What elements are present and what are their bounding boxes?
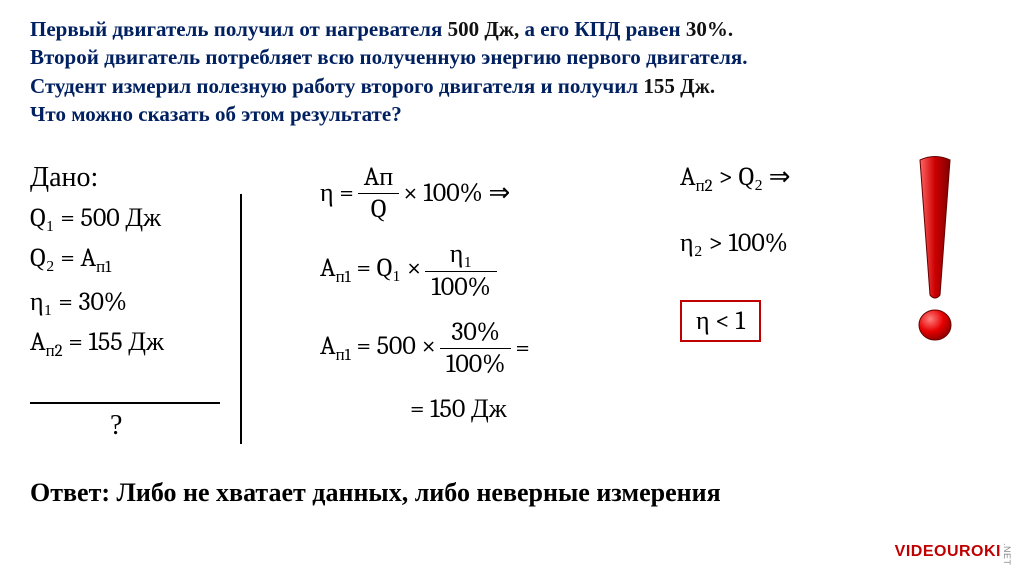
prob-val2: 30%. bbox=[686, 17, 733, 41]
prob-val3: 155 Дж. bbox=[643, 74, 715, 98]
eq2-den: 100% bbox=[425, 272, 496, 303]
eq1-rhs: × 100% ⇒ bbox=[403, 178, 510, 209]
given-q2: Q₂ = Aп1 bbox=[30, 238, 250, 281]
given-q1: Q₁ = 500 Дж bbox=[30, 198, 250, 238]
r1sub: п2 bbox=[696, 177, 713, 196]
given-divider-h bbox=[30, 402, 220, 404]
eq3-rhs: = bbox=[515, 333, 529, 364]
given-divider-v bbox=[240, 194, 242, 444]
eq2-lhs: Aп1 = Q₁ × bbox=[320, 253, 421, 288]
eq2-frac: η₁ 100% bbox=[425, 239, 496, 302]
given-ap2c: = 155 Дж bbox=[63, 327, 164, 357]
r1b: > Q₂ ⇒ bbox=[713, 162, 791, 192]
given-column: Дано: Q₁ = 500 Дж Q₂ = Aп1 η₁ = 30% Aп2 … bbox=[30, 162, 250, 365]
logo-text: VIDEOUROKI bbox=[895, 543, 1001, 560]
eq1-num: Aп bbox=[358, 162, 400, 194]
eq3: Aп1 = 500 × 30% 100% = bbox=[320, 317, 530, 380]
eq2: Aп1 = Q₁ × η₁ 100% bbox=[320, 239, 530, 302]
problem-statement: Первый двигатель получил от нагревателя … bbox=[30, 15, 994, 128]
prob-line2: Второй двигатель потребляет всю полученн… bbox=[30, 45, 748, 69]
eq3-frac: 30% 100% bbox=[440, 317, 511, 380]
prob-line1a: Первый двигатель получил от нагревателя bbox=[30, 17, 442, 41]
prob-line3a: Студент измерил полезную работу второго … bbox=[30, 74, 638, 98]
given-q2b: п1 bbox=[96, 258, 111, 277]
eq1-den: Q bbox=[358, 194, 400, 225]
eq4-text: = 150 Дж bbox=[410, 394, 507, 425]
logo-net: .NET bbox=[1002, 543, 1012, 566]
eq1-frac: Aп Q bbox=[358, 162, 400, 225]
eq3-lhs: Aп1 = 500 × bbox=[320, 331, 436, 366]
prob-line1b: а его КПД равен bbox=[525, 17, 681, 41]
question-mark: ? bbox=[110, 410, 122, 442]
solution-column: η = Aп Q × 100% ⇒ Aп1 = Q₁ × η₁ 100% Aп1… bbox=[320, 162, 530, 439]
conclusion-column: Aп2 > Q₂ ⇒ η₂ > 100% η < 1 bbox=[680, 162, 791, 342]
exclamation-icon bbox=[910, 155, 960, 345]
prob-val1: 500 Дж, bbox=[448, 17, 520, 41]
boxed-result: η < 1 bbox=[680, 300, 761, 342]
eq3-num: 30% bbox=[440, 317, 511, 349]
eq4: = 150 Дж bbox=[410, 394, 530, 425]
given-label: Дано: bbox=[30, 162, 250, 194]
eq1-lhs: η = bbox=[320, 178, 354, 209]
given-eta1: η₁ = 30% bbox=[30, 282, 250, 322]
eq2-num: η₁ bbox=[425, 239, 496, 271]
concl-r2: η₂ > 100% bbox=[680, 228, 791, 258]
eq1: η = Aп Q × 100% ⇒ bbox=[320, 162, 530, 225]
concl-r1: Aп2 > Q₂ ⇒ bbox=[680, 162, 791, 196]
eq3-den: 100% bbox=[440, 349, 511, 380]
answer-text: Ответ: Либо не хватает данных, либо неве… bbox=[30, 478, 721, 508]
given-ap2: Aп2 = 155 Дж bbox=[30, 322, 250, 365]
prob-line4: Что можно сказать об этом результате? bbox=[30, 102, 402, 126]
given-ap2b: п2 bbox=[46, 342, 63, 361]
given-ap2a: A bbox=[30, 327, 46, 357]
given-q2a: Q₂ = A bbox=[30, 243, 96, 273]
r1a: A bbox=[680, 162, 696, 192]
videouroki-logo: VIDEOUROKI.NET bbox=[895, 543, 1012, 566]
